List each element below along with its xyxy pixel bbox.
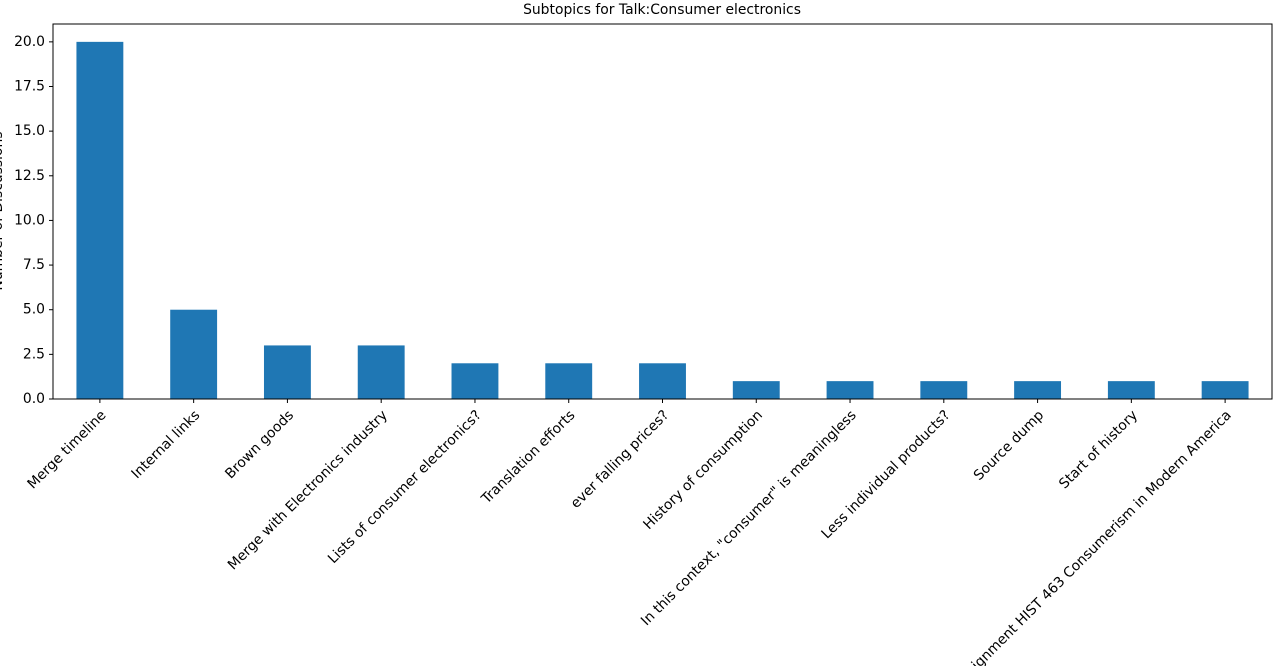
bar bbox=[826, 381, 874, 399]
y-tick-label: 12.5 bbox=[14, 168, 45, 184]
bar bbox=[1201, 381, 1249, 399]
x-tick-label: ever falling prices? bbox=[568, 407, 672, 511]
bar bbox=[639, 363, 686, 399]
x-tick-label: Merge with Electronics industry bbox=[225, 407, 391, 573]
y-tick-label: 7.5 bbox=[23, 257, 45, 273]
x-tick-label: Translation efforts bbox=[478, 407, 578, 507]
x-tick-label: Lists of consumer electronics? bbox=[325, 407, 485, 567]
bar bbox=[76, 41, 124, 399]
y-tick-label: 20.0 bbox=[14, 34, 45, 50]
bar bbox=[1107, 381, 1155, 399]
x-tick-label: Source dump bbox=[971, 407, 1048, 484]
x-tick-label: Merge timeline bbox=[25, 407, 110, 492]
x-tick-label: In this context, "consumer" is meaningle… bbox=[638, 407, 860, 629]
y-tick-label: 5.0 bbox=[23, 302, 45, 318]
y-tick-label: 17.5 bbox=[14, 79, 45, 95]
bar bbox=[451, 363, 499, 399]
bar bbox=[732, 381, 780, 399]
y-axis-label: Number of Discussions bbox=[0, 131, 6, 290]
bar bbox=[263, 345, 311, 399]
bar bbox=[357, 345, 405, 399]
bar bbox=[920, 381, 968, 399]
y-tick-label: 10.0 bbox=[14, 212, 45, 228]
bar bbox=[1014, 381, 1062, 399]
x-tick-label: Internal links bbox=[129, 407, 204, 482]
plot-frame bbox=[52, 23, 1273, 400]
chart-title: Subtopics for Talk:Consumer electronics bbox=[523, 2, 801, 18]
y-tick-label: 0.0 bbox=[23, 391, 45, 407]
x-tick-label: Start of history bbox=[1056, 407, 1141, 492]
y-tick-label: 2.5 bbox=[23, 346, 45, 362]
x-tick-label: Brown goods bbox=[222, 407, 297, 482]
y-tick-label: 15.0 bbox=[14, 123, 45, 139]
bar bbox=[170, 309, 218, 399]
bar bbox=[545, 363, 593, 399]
